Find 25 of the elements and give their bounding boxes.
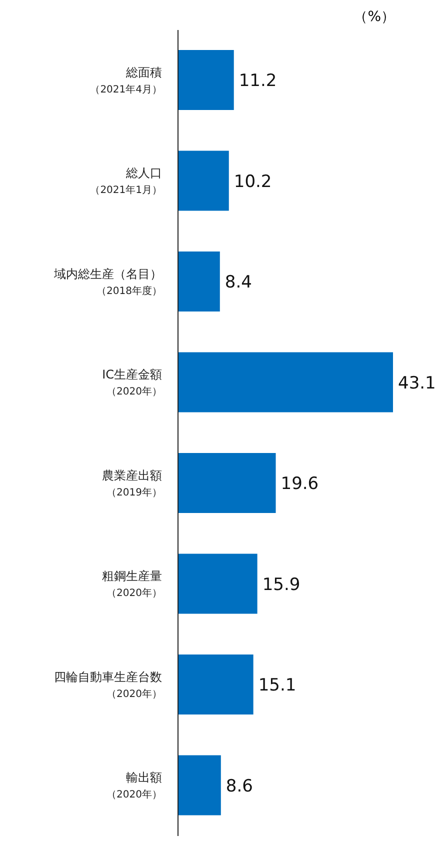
data-label: 10.2 bbox=[234, 172, 272, 192]
y-tick-label: 農業産出額（2019年） bbox=[102, 468, 162, 498]
bar bbox=[178, 654, 254, 714]
y-tick-label: 四輪自動車生産台数（2020年） bbox=[54, 670, 162, 700]
bar bbox=[178, 150, 229, 211]
x-axis-title: （%） bbox=[354, 8, 395, 26]
bar bbox=[178, 755, 221, 816]
bar bbox=[178, 352, 393, 412]
y-tick-label: 総面積（2021年4月） bbox=[90, 65, 162, 96]
data-label: 8.6 bbox=[226, 776, 253, 796]
bar bbox=[178, 50, 234, 110]
bar bbox=[178, 252, 220, 312]
data-label: 43.1 bbox=[398, 373, 436, 394]
data-label: 8.4 bbox=[224, 272, 252, 293]
bar bbox=[178, 453, 276, 513]
y-tick-label: 粗鋼生産量（2020年） bbox=[102, 569, 162, 600]
y-tick-label: 総人口（2021年1月） bbox=[90, 166, 162, 196]
data-label: 15.1 bbox=[258, 676, 296, 696]
y-tick-label: 輸出額（2020年） bbox=[106, 770, 162, 801]
bar bbox=[178, 554, 258, 614]
data-label: 11.2 bbox=[238, 71, 277, 92]
y-tick-label: IC生産金額（2020年） bbox=[102, 368, 162, 398]
data-label: 19.6 bbox=[280, 474, 319, 494]
y-tick-label: 域内総生産（名目）（2018年度） bbox=[53, 266, 162, 297]
data-label: 15.9 bbox=[262, 574, 300, 595]
